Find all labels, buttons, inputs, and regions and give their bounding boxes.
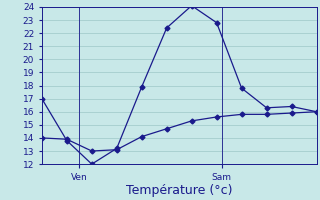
X-axis label: Température (°c): Température (°c) [126,184,232,197]
